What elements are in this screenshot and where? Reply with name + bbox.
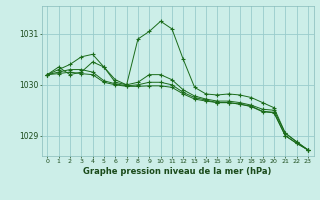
X-axis label: Graphe pression niveau de la mer (hPa): Graphe pression niveau de la mer (hPa) xyxy=(84,167,272,176)
